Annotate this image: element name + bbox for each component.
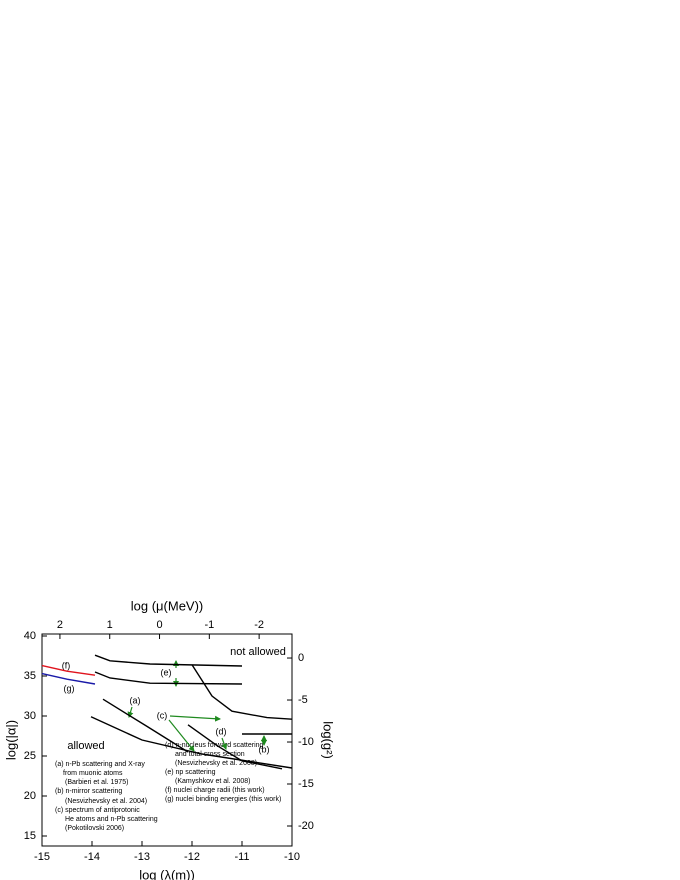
y-tick-label: 40 [24, 630, 36, 642]
curve-label: (e) [161, 667, 172, 677]
note: (Kamyshkov et al. 2008) [175, 778, 250, 785]
y-tick-label: 35 [24, 670, 36, 682]
curve-label: (g) [64, 683, 75, 693]
x2-tick-label: 2 [57, 619, 63, 631]
arrow [169, 715, 221, 722]
region-label: not allowed [230, 646, 286, 658]
arrow [168, 719, 195, 752]
x-tick-label: -13 [134, 851, 150, 863]
y2-axis-label: log(g²) [321, 721, 336, 759]
y-tick-label: 15 [24, 830, 36, 842]
x2-tick-label: -1 [204, 619, 214, 631]
note: (b) n-mirror scattering [55, 788, 122, 795]
note: (f) nuclei charge radii (this work) [165, 787, 265, 794]
x-tick-label: -12 [184, 851, 200, 863]
y2-tick-label: -10 [298, 736, 314, 748]
note: and total cross section [175, 751, 245, 758]
curve [41, 672, 96, 685]
x2-tick-label: -2 [254, 619, 264, 631]
y-tick-label: 30 [24, 710, 36, 722]
note: (Pokotilovski 2006) [65, 825, 124, 832]
curve-label: (a) [130, 695, 141, 705]
note: (Barbieri et al. 1975) [65, 779, 128, 786]
arrows [127, 660, 267, 752]
x-tick-label: -14 [84, 851, 100, 863]
y-tick-label: 25 [24, 750, 36, 762]
y2-tick-label: 0 [298, 652, 304, 664]
curve [90, 716, 293, 769]
y2-tick-label: -20 [298, 820, 314, 832]
x-tick-label: -11 [234, 851, 249, 863]
notes: (a) n-Pb scattering and X-ray from muoni… [55, 742, 281, 832]
curve [94, 654, 243, 667]
curve-label: (c) [157, 710, 168, 720]
note: (e) np scattering [165, 769, 216, 776]
note: from muonic atoms [63, 770, 123, 777]
curve [41, 664, 96, 676]
y-tick-label: 20 [24, 790, 36, 802]
x-tick-label: -15 [34, 851, 50, 863]
x-tick-label: -10 [284, 851, 300, 863]
y2-tick-label: -15 [298, 778, 314, 790]
note: (Nesvizhevsky et al. 2004) [65, 798, 147, 805]
curve-label: (b) [259, 744, 270, 754]
x2-tick-label: 1 [107, 619, 113, 631]
curve [102, 698, 189, 753]
note: (d) n-nucleus forward scattering [165, 742, 264, 749]
note: (Nesvizhevsky et al. 2008) [175, 760, 257, 767]
curve [94, 671, 243, 685]
note: He atoms and n-Pb scattering [65, 816, 158, 823]
y-axis-label: log(|α|) [3, 720, 18, 760]
note: (g) nuclei binding energies (this work) [165, 796, 281, 803]
x2-axis-label: log (μ(MeV)) [131, 598, 204, 613]
plot-frame [41, 633, 293, 847]
curve-label: (f) [62, 660, 71, 670]
x-axis-label: log (λ(m)) [139, 867, 195, 880]
region-label: allowed [67, 740, 104, 752]
curve [191, 664, 293, 720]
arrow [221, 737, 228, 750]
curve [187, 724, 283, 770]
curve-label: (d) [216, 726, 227, 736]
note: (a) n-Pb scattering and X-ray [55, 761, 145, 768]
note: (c) spectrum of antiprotonic [55, 807, 140, 814]
y2-tick-label: -5 [298, 694, 308, 706]
x2-tick-label: 0 [156, 619, 162, 631]
